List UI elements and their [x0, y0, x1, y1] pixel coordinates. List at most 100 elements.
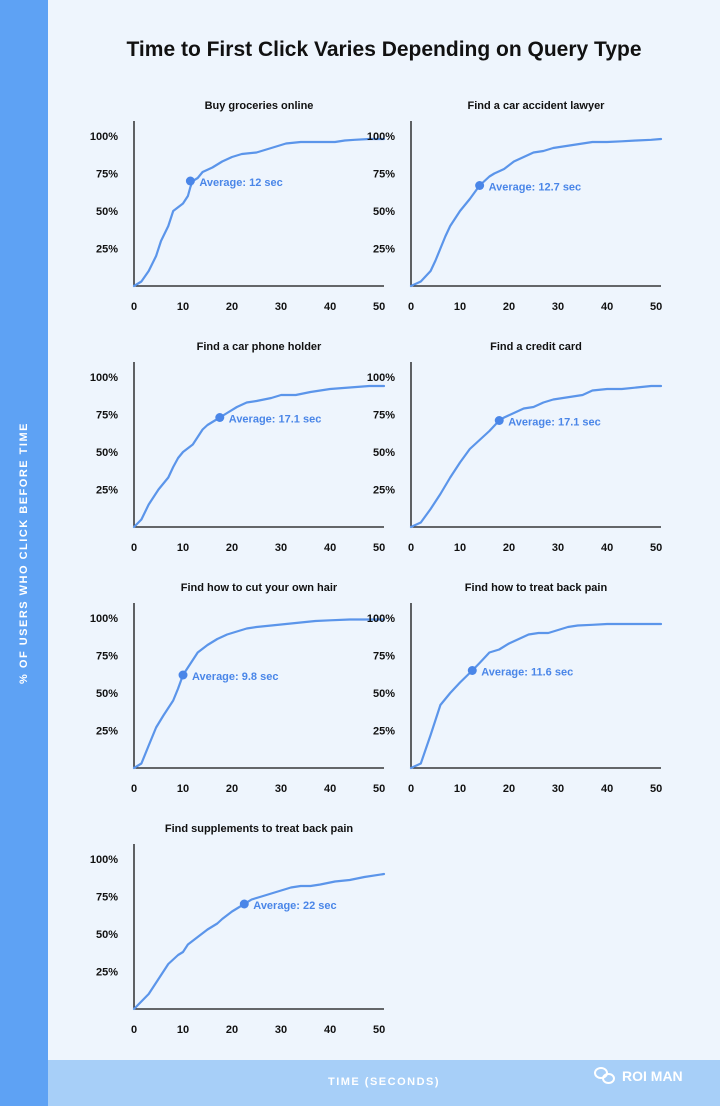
x-tick-label: 20 — [226, 542, 238, 554]
x-tick-label: 40 — [601, 542, 613, 554]
y-tick-label: 75% — [373, 410, 395, 422]
y-tick-label: 100% — [367, 613, 395, 625]
x-axis-title: TIME (SECONDS) — [327, 1076, 441, 1088]
y-tick-label: 25% — [96, 485, 118, 497]
chart-title: Find how to cut your own hair — [181, 582, 338, 594]
average-marker — [467, 666, 477, 675]
y-tick-label: 25% — [373, 726, 395, 738]
average-marker — [185, 176, 195, 186]
average-label: Average: 11.6 sec — [481, 667, 573, 679]
average-marker — [239, 899, 249, 909]
x-tick-label: 0 — [131, 1024, 137, 1036]
chart-panel-7: Find supplements to treat back pain 25% 50… — [90, 823, 385, 1036]
chart-panel-2: Find a car accident lawyer 25% 50% 75% 100% 0… — [367, 100, 662, 313]
chart-title: Find supplements to treat back pain — [165, 823, 354, 835]
average-label: Average: 9.8 sec — [192, 671, 278, 683]
x-tick-label: 30 — [552, 301, 564, 313]
x-tick-label: 0 — [408, 301, 414, 313]
watermark-text: ROI MAN — [622, 1068, 683, 1084]
x-tick-label: 20 — [503, 542, 515, 554]
series-line — [132, 618, 386, 770]
x-tick-label: 40 — [324, 1024, 336, 1036]
y-tick-label: 25% — [96, 244, 118, 256]
charts-grid: Buy groceries online 25% 50% 75% 100% 0 10 20 30… — [90, 100, 662, 1036]
y-tick-label: 100% — [90, 372, 118, 384]
x-tick-label: 30 — [552, 783, 564, 795]
average-marker — [215, 413, 225, 422]
x-tick-label: 10 — [177, 301, 189, 313]
y-tick-label: 100% — [90, 854, 118, 866]
y-tick-label: 100% — [90, 613, 118, 625]
x-tick-label: 20 — [226, 783, 238, 795]
chart-title: Find a car phone holder — [197, 341, 322, 353]
y-tick-label: 75% — [373, 651, 395, 663]
y-tick-label: 100% — [367, 131, 395, 143]
x-tick-label: 50 — [373, 783, 385, 795]
x-tick-label: 0 — [408, 542, 414, 554]
x-tick-label: 30 — [275, 1024, 287, 1036]
x-tick-label: 40 — [601, 301, 613, 313]
average-marker — [475, 181, 485, 190]
chart-panel-5: Find how to cut your own hair 25% 50% 75% 10… — [90, 582, 385, 795]
y-tick-label: 50% — [373, 447, 395, 459]
y-tick-label: 25% — [96, 726, 118, 738]
y-tick-label: 75% — [373, 169, 395, 181]
y-tick-label: 50% — [96, 447, 118, 459]
x-tick-label: 50 — [373, 542, 385, 554]
average-label: Average: 17.1 sec — [229, 414, 322, 426]
wechat-icon — [594, 1066, 616, 1086]
x-tick-label: 20 — [503, 301, 515, 313]
x-tick-label: 10 — [177, 783, 189, 795]
x-tick-label: 50 — [650, 542, 662, 554]
y-tick-label: 25% — [373, 244, 395, 256]
y-tick-label: 100% — [90, 131, 118, 143]
x-tick-label: 30 — [275, 542, 287, 554]
average-label: Average: 12 sec — [199, 177, 282, 189]
x-tick-label: 10 — [454, 301, 466, 313]
x-tick-label: 20 — [226, 1024, 238, 1036]
x-tick-label: 0 — [408, 783, 414, 795]
x-tick-label: 30 — [552, 542, 564, 554]
chart-panel-4: Find a credit card 25% 50% 75% 100% 0 10 20 30 40… — [367, 341, 662, 554]
x-tick-label: 40 — [324, 783, 336, 795]
chart-panel-1: Buy groceries online 25% 50% 75% 100% 0 10 20 30… — [90, 100, 385, 313]
chart-title: Find a credit card — [490, 341, 582, 353]
series-line — [132, 872, 386, 1011]
y-tick-label: 75% — [96, 892, 118, 904]
average-label: Average: 12.7 sec — [489, 182, 582, 194]
x-tick-label: 50 — [650, 783, 662, 795]
chart-title: Find a car accident lawyer — [468, 100, 606, 112]
x-tick-label: 10 — [454, 783, 466, 795]
x-tick-label: 40 — [601, 783, 613, 795]
x-tick-label: 0 — [131, 783, 137, 795]
y-tick-label: 75% — [96, 651, 118, 663]
x-tick-label: 30 — [275, 783, 287, 795]
average-marker — [178, 670, 188, 680]
x-tick-label: 20 — [226, 301, 238, 313]
x-tick-label: 40 — [324, 542, 336, 554]
x-tick-label: 0 — [131, 301, 137, 313]
y-tick-label: 50% — [96, 929, 118, 941]
series-line — [409, 622, 663, 770]
x-tick-label: 30 — [275, 301, 287, 313]
y-tick-label: 50% — [373, 688, 395, 700]
chart-panel-3: Find a car phone holder 25% 50% 75% 100% 0 10 2… — [90, 341, 385, 554]
series-line — [132, 384, 386, 529]
chart-title: Find how to treat back pain — [465, 582, 608, 594]
series-line — [409, 137, 663, 288]
x-tick-label: 20 — [503, 783, 515, 795]
y-tick-label: 25% — [373, 485, 395, 497]
x-tick-label: 50 — [373, 1024, 385, 1036]
chart-panel-6: Find how to treat back pain 25% 50% 75% 100%… — [367, 582, 662, 795]
y-tick-label: 50% — [96, 688, 118, 700]
x-tick-label: 10 — [177, 1024, 189, 1036]
series-line — [132, 137, 386, 288]
x-tick-label: 40 — [324, 301, 336, 313]
page-title: Time to First Click Varies Depending on … — [126, 38, 642, 61]
y-tick-label: 50% — [373, 206, 395, 218]
y-tick-label: 75% — [96, 169, 118, 181]
average-label: Average: 17.1 sec — [508, 417, 601, 429]
x-tick-label: 10 — [454, 542, 466, 554]
average-label: Average: 22 sec — [253, 900, 336, 912]
y-tick-label: 50% — [96, 206, 118, 218]
